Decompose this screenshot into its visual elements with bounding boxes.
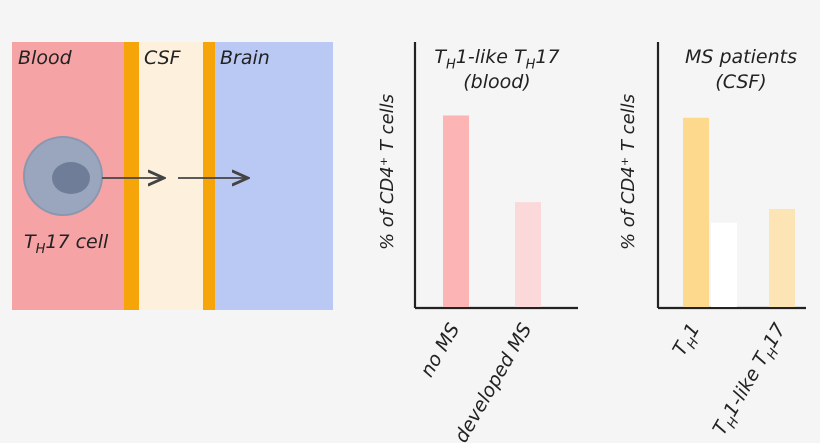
th17-cell-label: TH17 cell xyxy=(24,231,109,257)
csf-label: CSF xyxy=(144,47,182,69)
bar xyxy=(711,222,737,307)
brain-region xyxy=(210,42,333,310)
chart-title-line: (blood) xyxy=(463,71,530,93)
category-label: TH1-like TH17 xyxy=(709,320,795,442)
bar xyxy=(443,115,469,307)
chart-title-line: (CSF) xyxy=(715,71,766,93)
blood-csf-barrier xyxy=(124,42,139,310)
y-axis-label: % of CD4⁺ T cells xyxy=(618,94,639,250)
category-label: developed MS xyxy=(450,320,536,443)
chart-blood: TH1-like TH17(blood) % of CD4⁺ T cells no … xyxy=(377,42,578,443)
chart-csf: MS patients (CSF) % of CD4⁺ T cells TH1TH1-… xyxy=(618,42,806,442)
blood-label: Blood xyxy=(18,47,73,69)
csf-region xyxy=(132,42,210,310)
compartment-diagram: Blood CSF Brain TH17 cell xyxy=(12,42,333,310)
bar xyxy=(515,202,541,307)
bar xyxy=(683,117,709,307)
category-label: TH1 xyxy=(669,320,709,362)
y-axis-label: % of CD4⁺ T cells xyxy=(377,94,398,250)
bar xyxy=(769,208,795,307)
category-label: no MS xyxy=(416,320,464,381)
chart-title-line: MS patients xyxy=(685,46,797,68)
csf-brain-barrier xyxy=(203,42,215,310)
chart-title-line: TH1-like TH17 xyxy=(434,46,559,73)
th17-cell-nucleus xyxy=(52,162,90,194)
brain-label: Brain xyxy=(220,47,270,69)
